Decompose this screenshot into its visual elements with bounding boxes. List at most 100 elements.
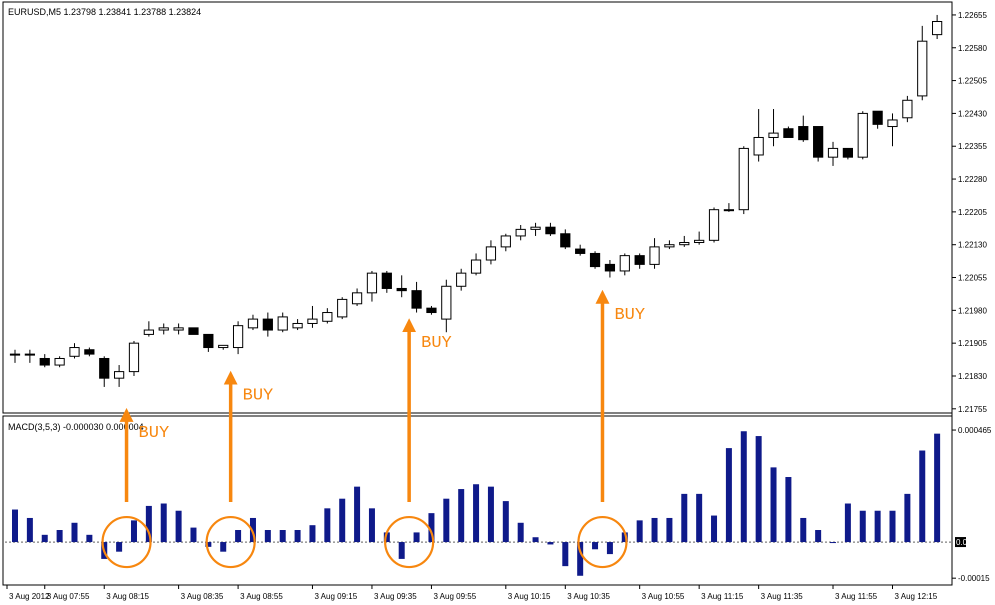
macd-bar <box>473 484 480 543</box>
macd-bar <box>368 508 375 543</box>
candle <box>411 281 422 313</box>
buy-signal-circle <box>101 515 152 569</box>
macd-bar <box>740 431 747 543</box>
macd-bar <box>651 517 658 543</box>
candle <box>396 275 407 298</box>
candle <box>723 203 735 212</box>
price-axis: 1.22655 1.22580 1.22505 1.22430 1.22355 1.222… <box>952 11 987 414</box>
time-tick-label: 3 Aug 08:35 <box>181 592 224 601</box>
candle <box>515 225 526 241</box>
candle-body <box>738 147 749 211</box>
macd-tick-label: 0.000465 <box>958 426 992 435</box>
candle-body <box>24 353 35 356</box>
candle <box>337 297 348 320</box>
candle <box>589 251 601 269</box>
candle <box>173 323 184 335</box>
macd-bar <box>443 498 450 543</box>
candle <box>649 238 660 269</box>
time-tick-label: 3 Aug 08:15 <box>106 592 149 601</box>
buy-signal-circle <box>577 515 628 569</box>
buy-annotations: BUY BUY BUY BUY <box>101 289 645 569</box>
candle <box>679 235 690 247</box>
time-tick-label: 3 Aug 09:15 <box>314 592 357 601</box>
candle <box>128 340 140 376</box>
candle-body <box>203 333 214 349</box>
buy-label: BUY <box>139 424 170 443</box>
macd-bar <box>874 510 881 543</box>
candle-body <box>84 349 95 355</box>
candle-body <box>753 136 764 156</box>
macd-bar <box>413 532 420 543</box>
price-header: EURUSD,M5 1.23798 1.23841 1.23788 1.2382… <box>8 7 201 17</box>
candle-body <box>530 226 541 230</box>
buy-signal-circle <box>384 515 435 569</box>
price-tick-label: 1.22130 <box>958 241 987 250</box>
macd-bar <box>220 542 227 552</box>
macd-value-marker <box>955 537 966 548</box>
macd-bar <box>934 433 941 543</box>
macd-bar <box>279 530 286 543</box>
candle-body <box>143 329 154 335</box>
candle-body <box>247 318 259 329</box>
candle <box>188 327 199 335</box>
macd-bar <box>592 542 599 550</box>
candle-body <box>798 126 809 141</box>
candle <box>634 253 645 269</box>
candle-body <box>783 128 794 138</box>
macd-bar <box>428 513 435 543</box>
candle-body <box>158 327 169 331</box>
candle <box>768 109 779 147</box>
candle-body <box>232 325 244 349</box>
macd-tick-label: -0.00015 <box>958 574 990 583</box>
candle-body <box>917 40 928 97</box>
time-tick-label: 3 Aug 08:55 <box>240 592 283 601</box>
candle <box>694 231 705 245</box>
macd-bar <box>904 493 911 543</box>
candle-body <box>545 226 556 235</box>
macd-bar <box>339 498 346 543</box>
macd-bar <box>517 522 524 543</box>
macd-bar <box>458 489 465 543</box>
candle-body <box>649 246 660 265</box>
candle-body <box>619 255 630 272</box>
macd-bar <box>190 527 197 543</box>
candle-body <box>351 292 363 305</box>
candle <box>143 321 154 337</box>
candle-body <box>485 246 497 261</box>
candle-body <box>887 119 898 128</box>
candle-body <box>188 327 199 335</box>
macd-bar <box>383 532 390 543</box>
macd-bar <box>71 522 78 543</box>
candle <box>872 110 883 129</box>
candle <box>456 268 467 291</box>
macd-bar <box>354 486 361 543</box>
macd-bar <box>636 520 643 543</box>
candle <box>158 323 169 335</box>
candle <box>530 222 541 236</box>
candle-body <box>604 263 616 272</box>
candle-body <box>857 112 868 158</box>
macd-bar <box>889 510 896 543</box>
macd-bar <box>859 510 866 543</box>
candle-body <box>292 322 303 329</box>
time-tick-label: 3 Aug 10:35 <box>567 592 610 601</box>
macd-bar <box>547 542 554 545</box>
macd-tick-label: 0.00 <box>956 538 972 547</box>
candle <box>426 305 437 315</box>
candle <box>277 312 288 333</box>
macd-bar <box>26 517 33 543</box>
candle <box>203 333 214 352</box>
candle <box>887 113 898 147</box>
candle-body <box>768 132 779 138</box>
macd-bar <box>711 515 718 543</box>
candle <box>798 115 809 142</box>
candle <box>9 349 21 363</box>
time-tick-label: 3 Aug 10:15 <box>508 592 551 601</box>
price-tick-label: 1.21980 <box>958 306 987 315</box>
time-tick-label: 3 Aug 09:55 <box>433 592 476 601</box>
candle-body <box>827 147 839 158</box>
candle-body <box>842 147 853 158</box>
price-tick-label: 1.22355 <box>958 142 987 151</box>
